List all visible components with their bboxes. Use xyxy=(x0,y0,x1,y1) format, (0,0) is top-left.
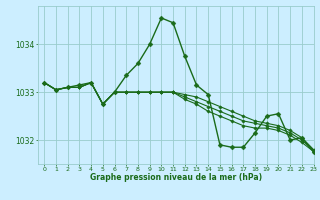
X-axis label: Graphe pression niveau de la mer (hPa): Graphe pression niveau de la mer (hPa) xyxy=(90,173,262,182)
